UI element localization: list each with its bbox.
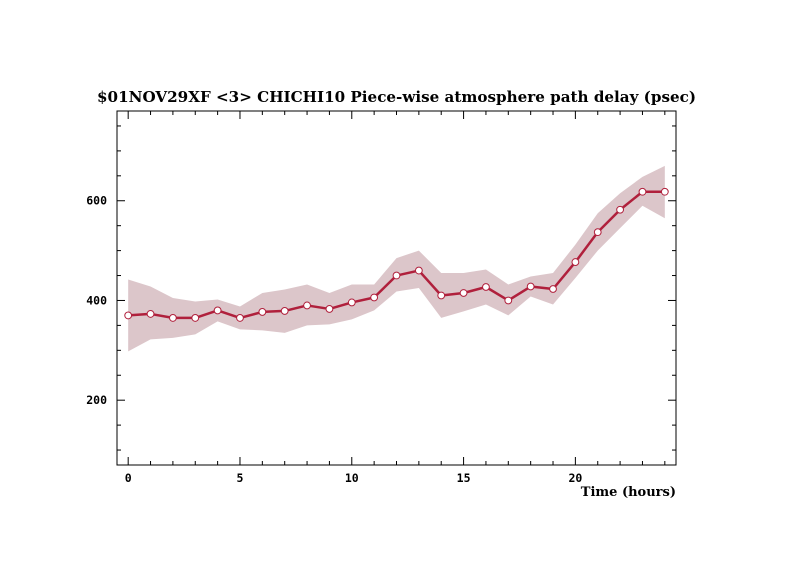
data-point (571, 258, 580, 266)
data-point (146, 310, 155, 318)
data-point (169, 314, 177, 322)
data-point (370, 293, 379, 302)
data-point (280, 307, 289, 315)
x-tick-label: 20 (568, 471, 582, 485)
data-point (504, 296, 513, 305)
error-band-0 (128, 165, 665, 352)
data-point (482, 283, 490, 291)
x-axis-label: Time (hours) (581, 485, 676, 500)
data-point (414, 266, 423, 275)
data-point (347, 298, 356, 307)
data-point (593, 228, 602, 237)
y-tick-label: 600 (86, 194, 107, 208)
data-point (638, 187, 647, 196)
error-band-layer (128, 165, 665, 352)
y-tick-label: 400 (86, 293, 107, 307)
data-point (325, 305, 334, 313)
x-tick-label: 5 (237, 471, 244, 485)
data-markers-layer (124, 187, 669, 322)
x-tick-label: 10 (345, 471, 359, 485)
data-point (616, 205, 624, 214)
axis-ticks-layer (117, 111, 676, 465)
data-point (437, 291, 446, 300)
y-tick-label: 200 (86, 393, 107, 407)
data-point (258, 308, 267, 316)
data-point (526, 282, 535, 291)
data-point (213, 306, 222, 315)
data-point (549, 285, 557, 293)
x-tick-label: 0 (125, 471, 132, 485)
tick-labels-layer: 0 5 10 15 20 200 400 600 (86, 194, 582, 485)
data-point (303, 301, 311, 310)
data-point (392, 271, 401, 280)
data-point (236, 314, 244, 322)
chart-title: $01NOV29XF <3> CHICHI10 Piece-wise atmos… (97, 88, 696, 106)
data-point (124, 311, 133, 320)
data-point (459, 289, 468, 297)
x-tick-label: 15 (457, 471, 471, 485)
data-point (191, 314, 200, 322)
data-point (660, 187, 669, 196)
